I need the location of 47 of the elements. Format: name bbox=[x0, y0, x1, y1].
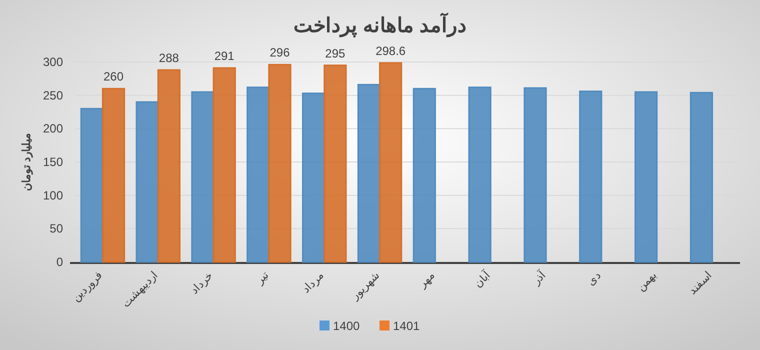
y-tick-label: 250 bbox=[42, 88, 64, 102]
x-tick-label: تیر bbox=[253, 270, 272, 288]
y-tick-label: 200 bbox=[42, 122, 64, 136]
bar bbox=[212, 67, 236, 263]
bar bbox=[357, 84, 381, 263]
y-tick-label: 50 bbox=[50, 222, 64, 236]
bar bbox=[634, 91, 658, 263]
bar bbox=[246, 86, 270, 263]
x-tick-label: آبان bbox=[472, 268, 494, 290]
data-label: 296 bbox=[270, 46, 290, 60]
bar bbox=[412, 88, 436, 263]
data-label: 298.6 bbox=[376, 44, 406, 58]
bar bbox=[157, 69, 180, 263]
legend-label: 1400 bbox=[333, 319, 360, 333]
bar bbox=[102, 88, 126, 263]
x-tick-label: اردیبهشت bbox=[120, 270, 160, 310]
x-tick-label: آذر bbox=[529, 268, 549, 288]
x-tick-label: مرداد bbox=[300, 270, 326, 296]
data-label: 295 bbox=[325, 46, 346, 60]
chart-title: درآمد ماهانه پرداخت bbox=[293, 12, 467, 38]
bar bbox=[136, 101, 159, 263]
x-tick-label: دی bbox=[585, 270, 604, 288]
y-tick-label: 150 bbox=[42, 155, 64, 169]
legend-label: 1401 bbox=[393, 319, 420, 333]
x-tick-label: خرداد bbox=[188, 270, 216, 297]
y-tick-label: 0 bbox=[56, 255, 64, 269]
bar bbox=[191, 91, 214, 263]
x-tick-label: مهر bbox=[416, 270, 438, 291]
bar bbox=[579, 90, 602, 263]
data-label: 291 bbox=[214, 49, 235, 63]
x-tick-label: شهریور bbox=[348, 270, 382, 303]
bar bbox=[80, 108, 104, 263]
y-axis-title: میلیارد تومان bbox=[21, 132, 33, 192]
bar bbox=[268, 64, 292, 263]
bar bbox=[379, 62, 402, 263]
bar bbox=[468, 86, 492, 263]
x-tick-label: اسفند bbox=[686, 270, 714, 298]
y-tick-label: 100 bbox=[42, 188, 64, 202]
x-tick-label: فروردین bbox=[70, 270, 105, 304]
bar bbox=[324, 64, 347, 263]
bar bbox=[302, 92, 326, 263]
x-tick-label: بهمن bbox=[634, 270, 659, 294]
data-label: 288 bbox=[158, 51, 180, 65]
y-tick-label: 300 bbox=[42, 55, 64, 69]
bar bbox=[690, 92, 714, 263]
bar bbox=[524, 87, 547, 263]
data-label: 260 bbox=[104, 70, 124, 84]
